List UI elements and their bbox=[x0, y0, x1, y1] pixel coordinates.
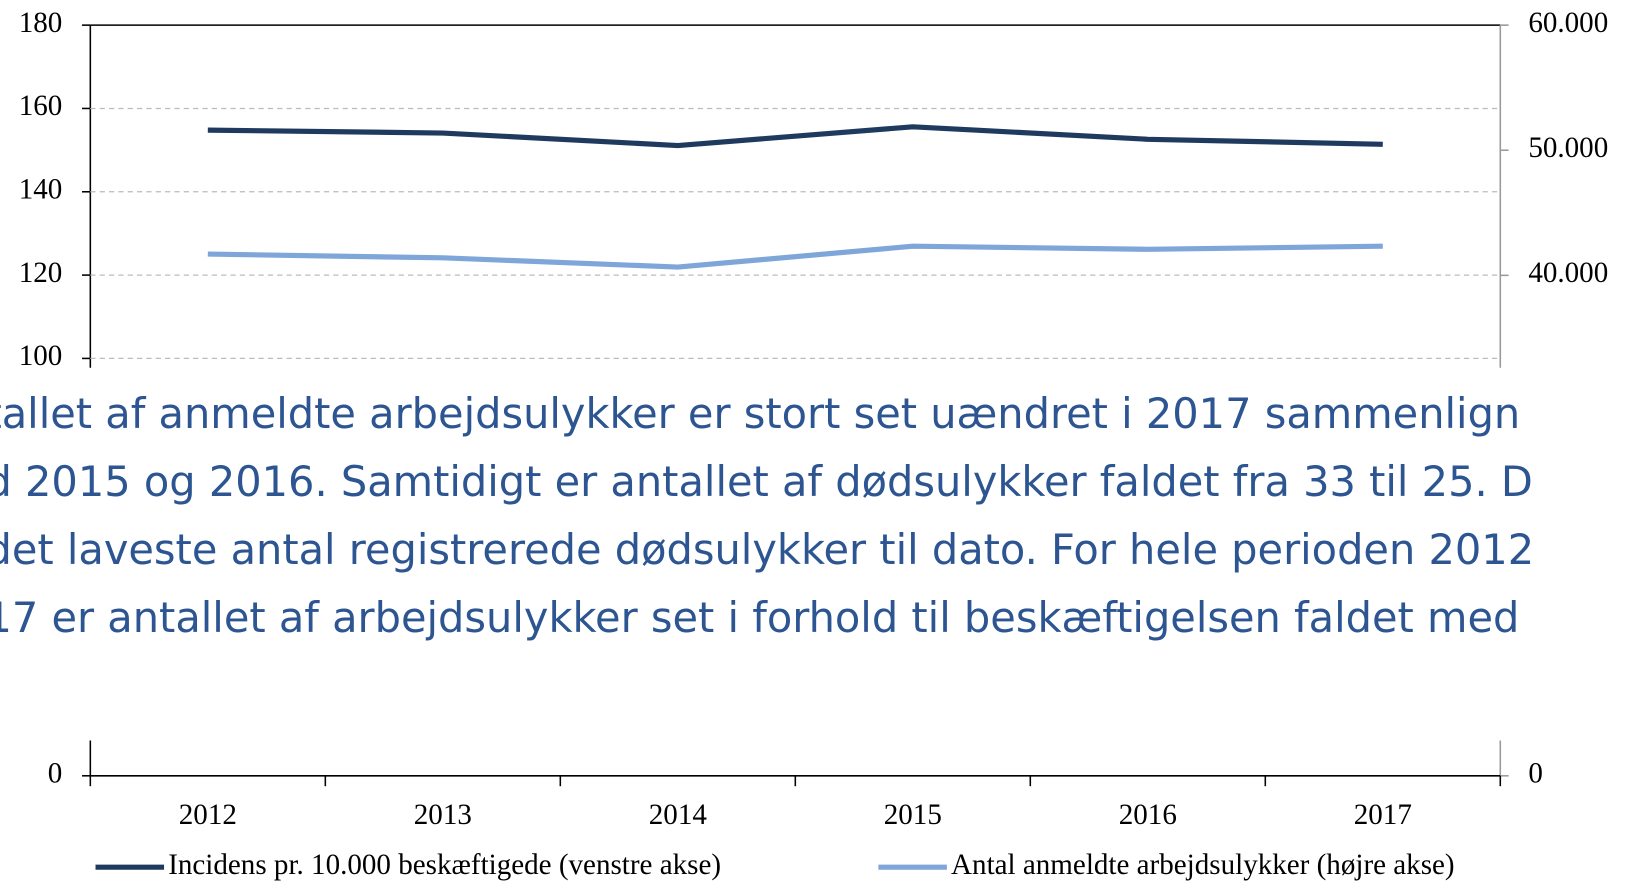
legend-label: Incidens pr. 10.000 beskæftigede (venstr… bbox=[168, 849, 721, 881]
annotation-text: d 2015 og 2016. Samtidigt er antallet af… bbox=[0, 457, 1533, 506]
series-line bbox=[207, 243, 1383, 270]
x-tick-label: 2016 bbox=[1119, 799, 1177, 831]
y-tick-label: 140 bbox=[19, 173, 63, 205]
x-tick-label: 2014 bbox=[649, 799, 708, 831]
y-tick-label: 160 bbox=[19, 90, 63, 122]
x-tick-label: 2017 bbox=[1354, 799, 1412, 831]
series-line bbox=[207, 124, 1383, 149]
y-tick-label: 120 bbox=[19, 257, 63, 289]
legend-label: Antal anmeldte arbejdsulykker (højre aks… bbox=[951, 849, 1455, 881]
annotation-text: 17 er antallet af arbejdsulykker set i f… bbox=[0, 593, 1519, 642]
y2-tick-label: 50.000 bbox=[1528, 132, 1608, 164]
y-tick-label: 180 bbox=[19, 7, 63, 39]
y-tick-label: 0 bbox=[48, 757, 63, 789]
annotation-text: det laveste antal registrerede dødsulykk… bbox=[0, 525, 1534, 574]
y2-tick-label: 0 bbox=[1528, 757, 1543, 789]
y2-tick-label: 40.000 bbox=[1528, 257, 1608, 289]
x-tick-label: 2015 bbox=[884, 799, 942, 831]
y2-tick-label: 60.000 bbox=[1528, 7, 1608, 39]
x-tick-label: 2013 bbox=[414, 799, 472, 831]
y-tick-label: 100 bbox=[19, 340, 63, 372]
annotation-text: tallet af anmeldte arbejdsulykker er sto… bbox=[0, 389, 1520, 438]
x-tick-label: 2012 bbox=[179, 799, 237, 831]
